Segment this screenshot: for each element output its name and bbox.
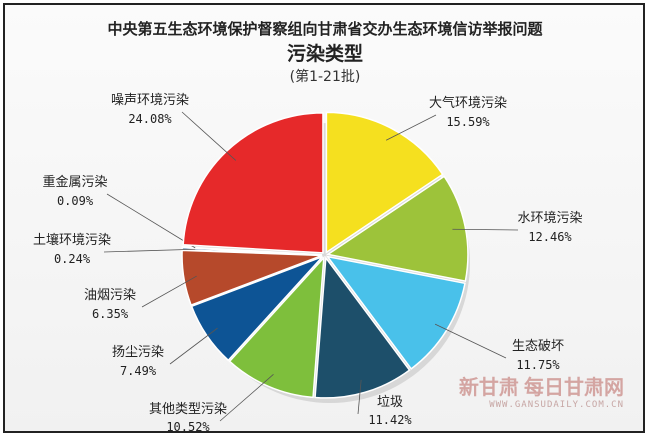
slice-value-label: 11.42%: [368, 413, 412, 427]
pie-slice: [325, 255, 466, 370]
slice-value-label: 7.49%: [120, 364, 157, 378]
leader-line: [357, 379, 362, 415]
leader-line: [181, 111, 237, 161]
pie-slice: [181, 245, 323, 256]
slice-label: 大气环境污染: [429, 95, 507, 111]
watermark-logo: 新甘肃: [458, 375, 519, 399]
slice-value-label: 11.75%: [516, 358, 560, 372]
pie-slice: [190, 255, 324, 362]
slice-label: 重金属污染: [42, 174, 107, 190]
slice-label: 噪声环境污染: [111, 93, 189, 108]
slice-value-label: 12.46%: [528, 230, 572, 244]
pie-slice: [326, 175, 469, 282]
slice-label: 土壤环境污染: [33, 232, 111, 248]
leader-line: [103, 248, 196, 253]
slice-value-label: 15.59%: [446, 115, 490, 129]
slice-label: 垃圾: [377, 395, 403, 410]
leader-line: [385, 114, 437, 141]
slice-label: 扬尘污染: [112, 345, 164, 360]
chart-note: (第1-21批): [289, 69, 361, 85]
chart-subtitle: 污染类型: [286, 43, 363, 65]
leader-line: [141, 275, 197, 308]
slice-value-label: 10.52%: [166, 420, 210, 434]
slice-label: 水环境污染: [517, 211, 582, 226]
leader-line: [169, 327, 218, 365]
slice-label: 生态破坏: [512, 339, 564, 354]
slice-value-label: 0.24%: [54, 252, 91, 266]
slice-value-label: 24.08%: [128, 112, 172, 126]
watermark-brand: 每日甘肃网: [524, 375, 624, 399]
pie-slice: [314, 255, 411, 399]
pie-slice: [228, 255, 325, 399]
leader-line: [219, 374, 274, 422]
leader-line: [106, 193, 196, 249]
chart-title: 中央第五生态环境保护督察组向甘肃省交办生态环境信访举报问题: [107, 20, 543, 38]
slice-value-label: 6.35%: [92, 307, 129, 321]
watermark: 新甘肃 每日甘肃网 WWW.GANSUDAILY.COM.CN: [459, 371, 624, 410]
slice-label: 油烟污染: [84, 288, 136, 303]
leader-line: [434, 323, 507, 359]
watermark-url: WWW.GANSUDAILY.COM.CN: [489, 400, 624, 410]
pie-slice: [325, 111, 444, 254]
slice-label: 其他类型污染: [149, 402, 227, 417]
leader-line: [452, 228, 519, 231]
slice-value-label: 0.09%: [57, 194, 94, 208]
pie-slice: [182, 112, 324, 254]
